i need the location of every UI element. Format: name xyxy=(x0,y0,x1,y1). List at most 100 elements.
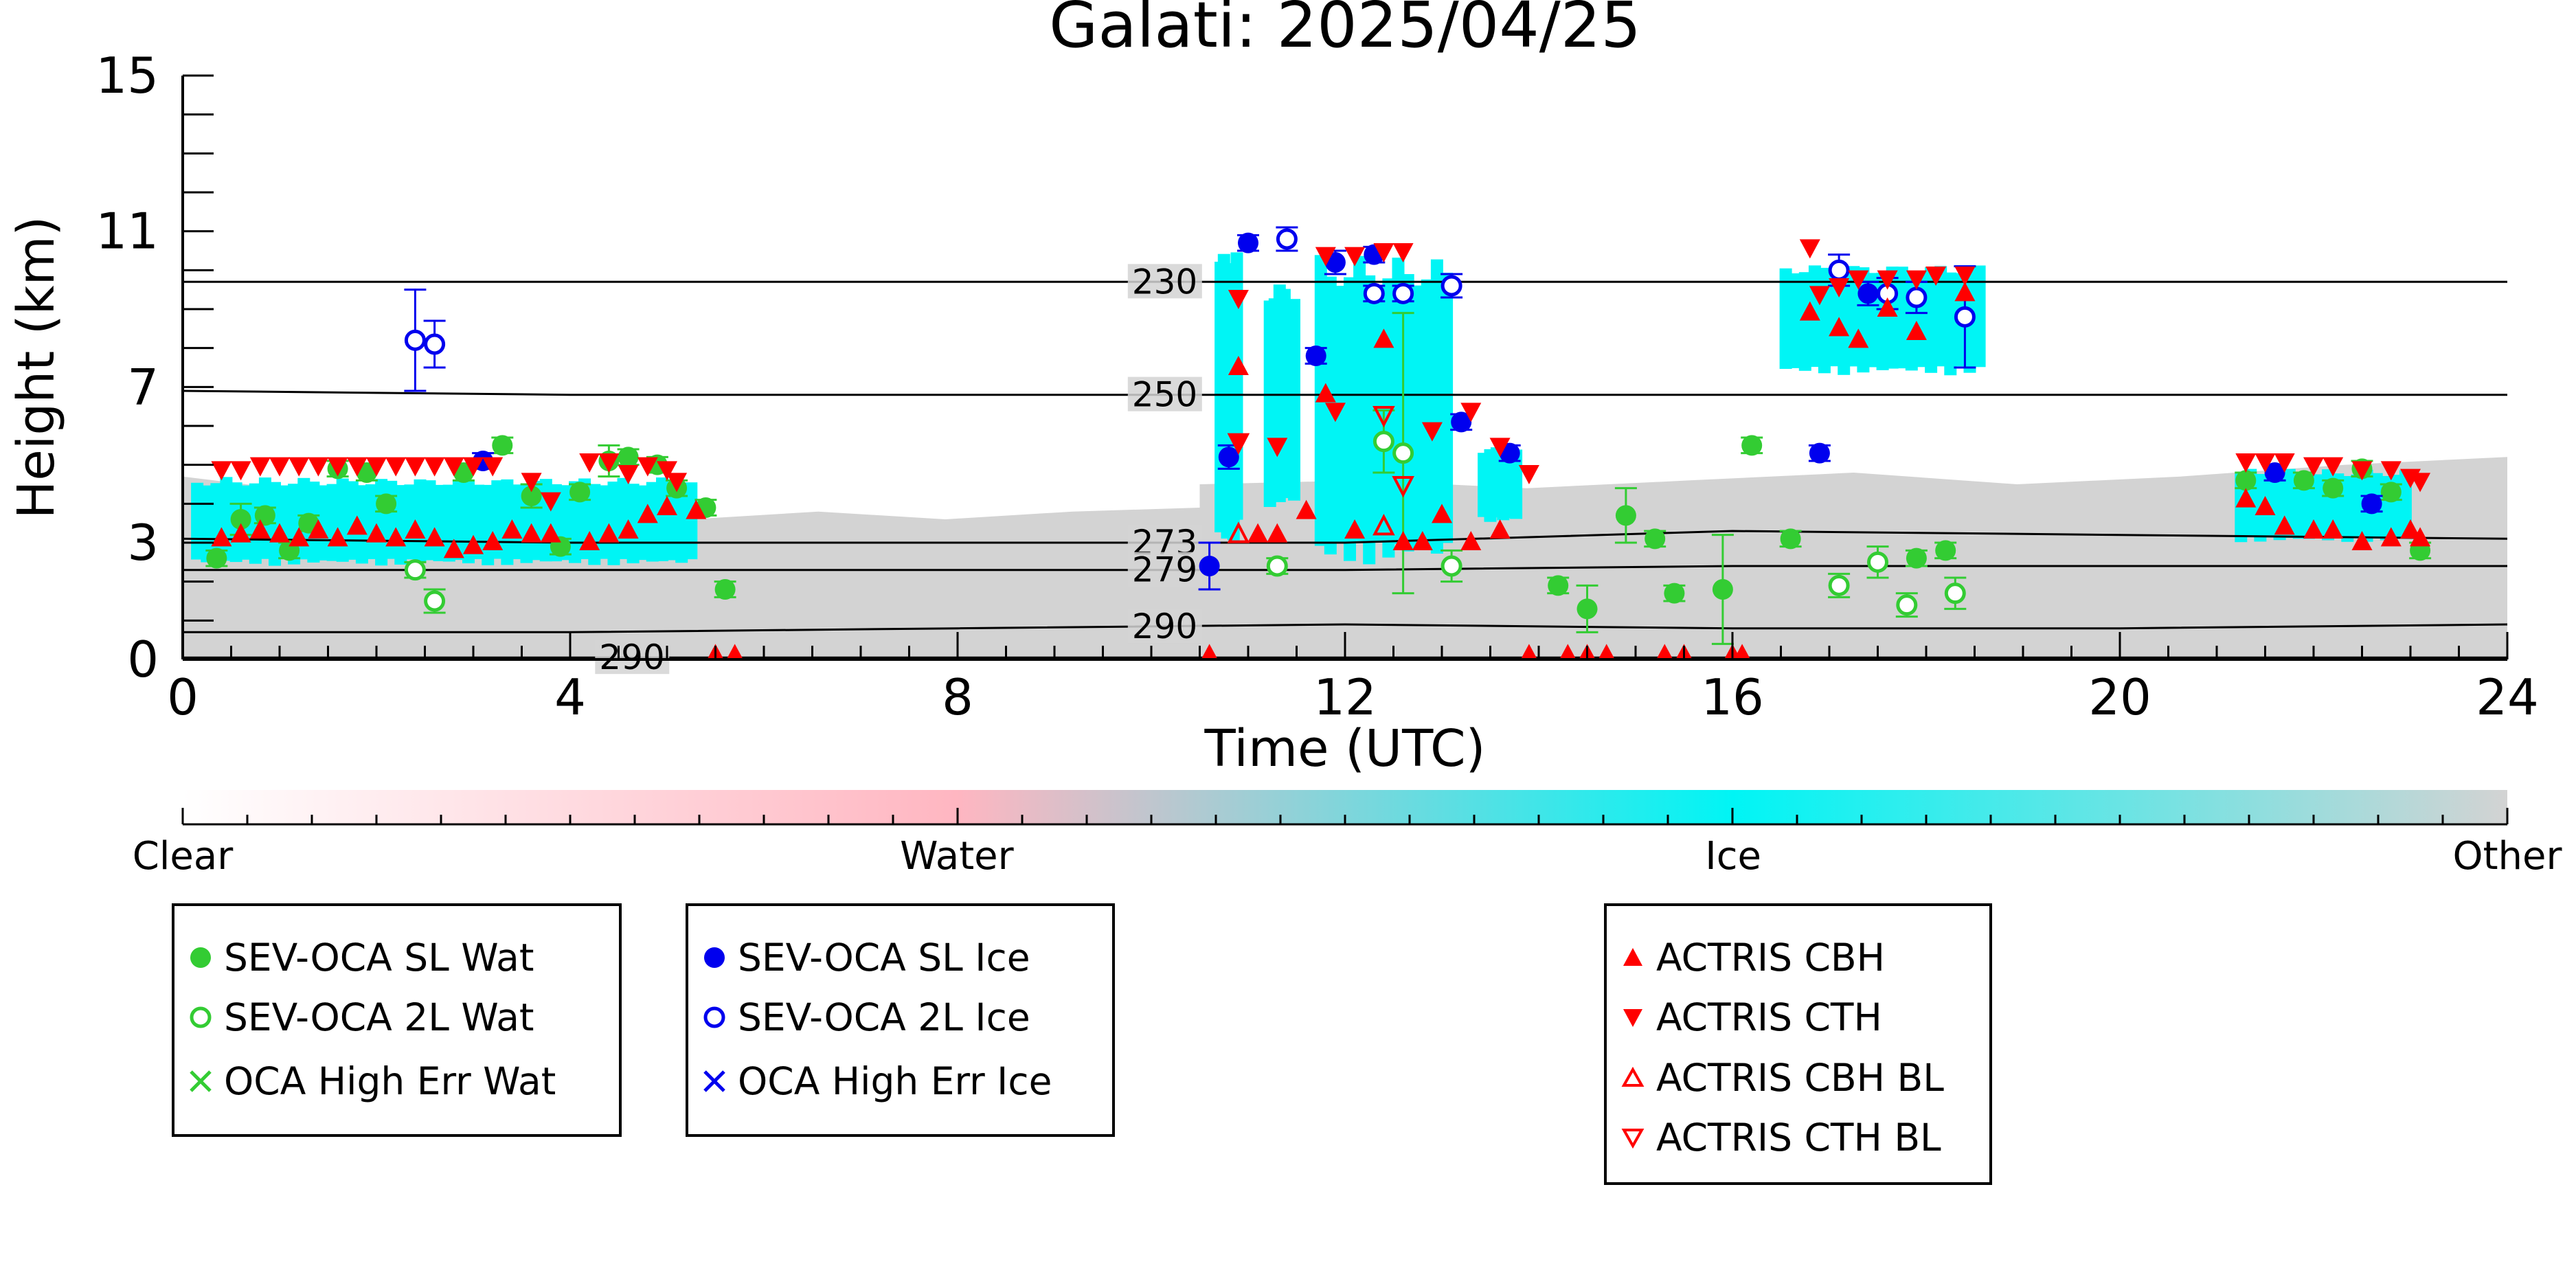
isotherm-label-bg xyxy=(1127,264,1202,299)
data-point xyxy=(579,531,600,550)
data-point xyxy=(1266,555,1288,577)
data-point xyxy=(1267,438,1288,457)
data-point xyxy=(2274,515,2295,535)
data-point xyxy=(1440,275,1462,297)
data-point xyxy=(1489,438,1511,457)
data-point xyxy=(1363,282,1385,304)
data-point xyxy=(424,527,445,547)
data-point xyxy=(1324,403,1346,422)
data-point xyxy=(1906,286,1928,308)
data-point xyxy=(2410,527,2431,547)
data-point xyxy=(1227,521,1250,543)
ice-class-streak xyxy=(355,485,368,564)
data-point xyxy=(1733,644,1751,659)
ice-class-streak xyxy=(1895,267,1908,369)
data-point xyxy=(1344,519,1366,539)
ice-class-streak xyxy=(1411,285,1424,548)
data-point xyxy=(1305,346,1326,366)
data-point xyxy=(254,505,275,526)
ice-class-streak xyxy=(1779,268,1792,369)
ice-class-streak xyxy=(317,485,330,561)
colorbar: Clear Water Ice Other xyxy=(133,790,2562,879)
x-marker xyxy=(190,1070,212,1092)
data-point xyxy=(1392,282,1414,304)
data-point xyxy=(1460,403,1482,422)
data-point xyxy=(1372,406,1395,428)
isotherm-line xyxy=(183,565,2507,572)
data-point xyxy=(404,559,426,581)
data-point xyxy=(1828,574,1850,596)
data-point xyxy=(327,457,348,477)
data-point xyxy=(1780,528,1801,550)
ice-class-streak xyxy=(1789,273,1802,368)
data-point xyxy=(1392,531,1414,550)
data-point xyxy=(1615,505,1636,526)
data-point xyxy=(1421,422,1443,442)
data-point xyxy=(657,496,677,515)
isotherm-label-bg xyxy=(1127,552,1202,587)
data-point xyxy=(1518,465,1539,484)
data-point xyxy=(2235,453,2257,473)
legend-label: ACTRIS CBH xyxy=(1656,936,1885,980)
ice-class-streak xyxy=(1944,272,1957,376)
legend-ice: SEV-OCA SL Ice SEV-OCA 2L Ice OCA High E… xyxy=(686,903,1115,1137)
data-point xyxy=(1201,644,1218,659)
isotherm-label-bg xyxy=(1127,376,1202,411)
legend-item: OCA High Err Ice xyxy=(688,1054,1052,1109)
data-point xyxy=(2255,453,2276,473)
data-point xyxy=(2235,488,2257,508)
data-point xyxy=(346,515,368,535)
data-point xyxy=(2264,462,2285,483)
data-point xyxy=(598,523,620,543)
isotherm-line xyxy=(182,389,2507,396)
data-point xyxy=(1954,267,1976,286)
data-point xyxy=(1656,644,1673,659)
data-point xyxy=(443,457,464,477)
colorbar-label: Clear xyxy=(133,834,234,879)
data-point xyxy=(1848,270,1869,290)
data-point xyxy=(211,461,232,481)
colorbar-label: Other xyxy=(2452,834,2562,879)
data-point xyxy=(2380,461,2402,481)
data-point xyxy=(1247,523,1269,543)
isotherm-label: 290 xyxy=(1132,607,1197,646)
data-point xyxy=(1199,556,1220,576)
data-point xyxy=(637,457,658,477)
colorbar-label: Ice xyxy=(1705,834,1761,879)
data-point xyxy=(521,473,542,493)
data-point xyxy=(206,547,227,569)
data-point xyxy=(1548,575,1569,596)
data-point xyxy=(2235,470,2257,491)
data-point xyxy=(1238,232,1258,253)
isotherm-label: 290 xyxy=(599,637,664,677)
ice-class-streak xyxy=(1392,258,1405,544)
data-point xyxy=(1809,286,1830,306)
x-tick-label: 12 xyxy=(1313,668,1377,726)
data-point xyxy=(1218,447,1239,468)
ice-class-streak xyxy=(1828,273,1841,367)
data-point xyxy=(2361,493,2382,515)
data-point xyxy=(211,527,232,547)
data-point xyxy=(1877,270,1898,290)
data-point xyxy=(1372,431,1394,453)
data-point xyxy=(482,457,504,477)
data-point xyxy=(2400,519,2421,539)
isotherm-line xyxy=(182,530,2508,544)
ice-class-streak xyxy=(2341,476,2354,542)
chart-title: Galati: 2025/04/25 xyxy=(1049,0,1641,62)
data-point xyxy=(2380,482,2402,503)
data-point xyxy=(540,492,561,512)
isotherm-label-bg xyxy=(1127,609,1202,644)
legend-item: ACTRIS CTH xyxy=(1607,990,1882,1045)
legend-label: SEV-OCA 2L Wat xyxy=(224,995,534,1039)
data-point xyxy=(1228,356,1249,375)
data-point xyxy=(424,333,446,355)
data-point xyxy=(269,523,290,543)
x-tick-label: 0 xyxy=(167,668,199,726)
data-point xyxy=(1392,476,1414,498)
filled-triangle-down-marker xyxy=(1623,1009,1642,1027)
ice-class-streak xyxy=(1838,272,1851,375)
data-point xyxy=(618,519,639,539)
data-point xyxy=(686,499,707,519)
cloud-mask-background xyxy=(183,252,2507,659)
